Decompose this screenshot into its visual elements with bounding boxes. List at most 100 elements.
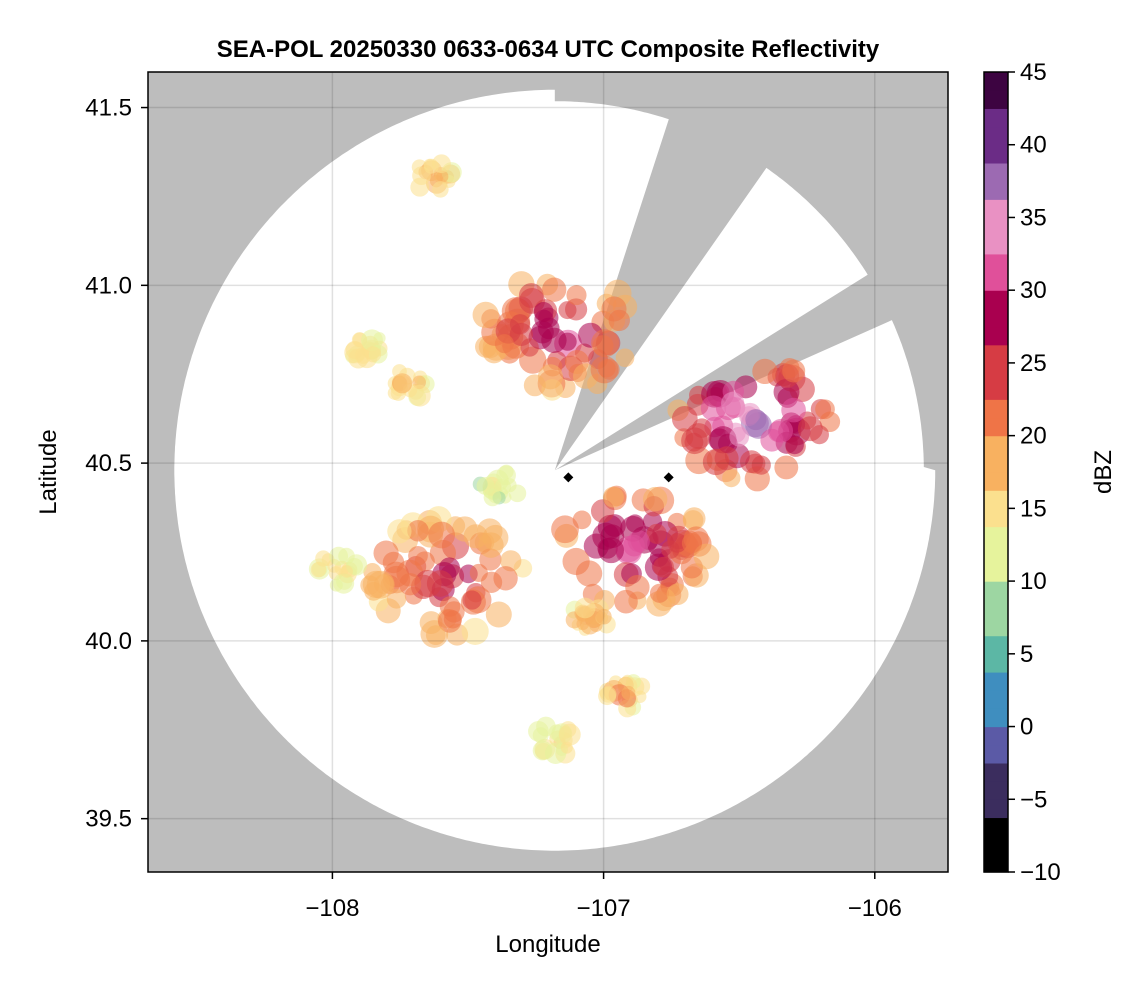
echo-pixel	[364, 346, 382, 363]
colorbar-segment	[984, 326, 1008, 346]
colorbar-segment	[984, 690, 1008, 709]
colorbar-segment	[984, 217, 1008, 237]
y-axis-label: Latitude	[35, 429, 62, 514]
echo-pixel	[310, 561, 327, 578]
echo-pixel	[408, 384, 431, 407]
echo-cell	[387, 364, 435, 407]
echo-pixel	[782, 359, 806, 383]
colorbar-segment	[984, 181, 1008, 200]
echo-pixel	[348, 348, 369, 369]
colorbar-segment	[984, 799, 1008, 819]
echo-pixel	[621, 685, 636, 700]
echo-pixel	[785, 435, 804, 455]
colorbar-tick-label: 15	[1020, 495, 1047, 522]
echo-pixel	[476, 477, 495, 495]
colorbar-segment	[984, 599, 1008, 619]
echo-pixel	[693, 543, 720, 570]
echo-pixel	[340, 565, 353, 578]
echo-pixel	[700, 395, 727, 421]
colorbar-segment	[984, 526, 1008, 546]
echo-pixel	[542, 277, 567, 302]
echo-pixel	[661, 540, 680, 559]
echo-cell	[598, 674, 651, 718]
y-tick-label: 40.5	[85, 450, 132, 477]
echo-pixel	[462, 590, 482, 610]
echo-cell	[308, 546, 368, 594]
echo-cell	[551, 485, 720, 617]
colorbar-segment	[984, 653, 1008, 673]
echo-pixel	[329, 546, 349, 566]
radar-coverage-area	[174, 89, 936, 851]
colorbar-segment	[984, 708, 1008, 728]
echo-cell	[410, 154, 462, 198]
echo-pixel	[745, 409, 767, 431]
echo-pixel	[653, 556, 674, 578]
echo-pixel	[590, 355, 619, 384]
colorbar-segment	[984, 417, 1008, 437]
colorbar-segment	[984, 253, 1008, 273]
echo-pixel	[425, 625, 446, 645]
echo-pixel	[386, 589, 407, 609]
plot-frame	[147, 71, 949, 873]
echo-pixel	[469, 563, 488, 582]
echo-pixel	[666, 583, 689, 606]
echo-pixel	[608, 309, 630, 332]
colorbar-segment	[984, 672, 1008, 691]
echo-pixel	[485, 601, 512, 628]
colorbar-segment	[984, 453, 1008, 473]
echo-pixel	[558, 723, 581, 746]
echo-pixel	[649, 583, 670, 603]
echo-pixel	[809, 425, 829, 445]
echo-pixel	[781, 397, 806, 423]
colorbar-segment	[984, 490, 1008, 509]
colorbar-segment	[984, 308, 1008, 328]
echo-cell	[565, 597, 616, 636]
colorbar-tick-label: 30	[1020, 277, 1047, 304]
echo-pixel	[472, 301, 499, 329]
echo-cell	[472, 271, 638, 401]
echo-pixel	[336, 573, 353, 590]
colorbar-segment	[984, 781, 1008, 800]
echo-pixel	[815, 399, 835, 420]
colorbar-segment	[984, 508, 1008, 528]
colorbar-tick-label: 40	[1020, 132, 1047, 159]
echo-pixel	[625, 575, 650, 600]
echo-pixel	[566, 285, 587, 306]
echo-pixel	[432, 154, 451, 174]
colorbar-segment	[984, 581, 1008, 600]
echo-pixel	[615, 348, 635, 368]
echo-pixel	[537, 364, 563, 390]
echo-pixel	[671, 405, 698, 432]
x-tick-label: −107	[577, 895, 631, 922]
echo-pixel	[528, 720, 549, 742]
x-tick-label: −108	[305, 895, 359, 922]
colorbar-segment	[984, 126, 1008, 146]
echo-pixel	[740, 450, 763, 474]
echo-pixel	[752, 358, 778, 385]
site-markers	[563, 472, 674, 483]
echo-pixel	[681, 533, 702, 554]
colorbar-segment	[984, 108, 1008, 128]
colorbar-tick-label: −10	[1020, 859, 1061, 886]
y-tick-label: 41.5	[85, 95, 132, 122]
echo-pixel	[551, 515, 579, 544]
echo-pixel	[410, 177, 430, 197]
site-marker	[663, 472, 674, 483]
x-tick-label: −106	[848, 895, 902, 922]
colorbar-tick-label: 10	[1020, 568, 1047, 595]
y-axis-ticks: 39.5 40.0 40.5 41.0 41.5	[85, 95, 148, 833]
echo-pixel	[769, 418, 794, 443]
echo-pixel	[443, 610, 462, 629]
colorbar-segment	[984, 817, 1008, 837]
echo-pixel	[398, 573, 422, 596]
colorbar-tick-label: 20	[1020, 423, 1047, 450]
echo-pixel	[774, 455, 799, 480]
x-axis-ticks: −108 −107 −106	[305, 872, 902, 922]
colorbar-segment	[984, 290, 1008, 309]
colorbar-tick-label: 35	[1020, 204, 1047, 231]
echo-pixel	[643, 486, 668, 512]
echo-pixel	[574, 597, 596, 619]
echo-pixel	[494, 334, 514, 354]
chart-title: SEA-POL 20250330 0633-0634 UTC Composite…	[217, 36, 880, 63]
